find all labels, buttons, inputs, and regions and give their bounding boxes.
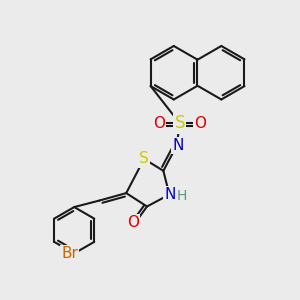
Text: Br: Br <box>61 246 78 261</box>
Text: O: O <box>127 215 139 230</box>
Text: S: S <box>139 152 149 166</box>
Text: N: N <box>164 187 176 202</box>
Text: N: N <box>172 138 184 153</box>
Text: S: S <box>175 114 185 132</box>
Text: O: O <box>194 116 206 131</box>
Text: H: H <box>177 189 187 203</box>
Text: O: O <box>153 116 165 131</box>
